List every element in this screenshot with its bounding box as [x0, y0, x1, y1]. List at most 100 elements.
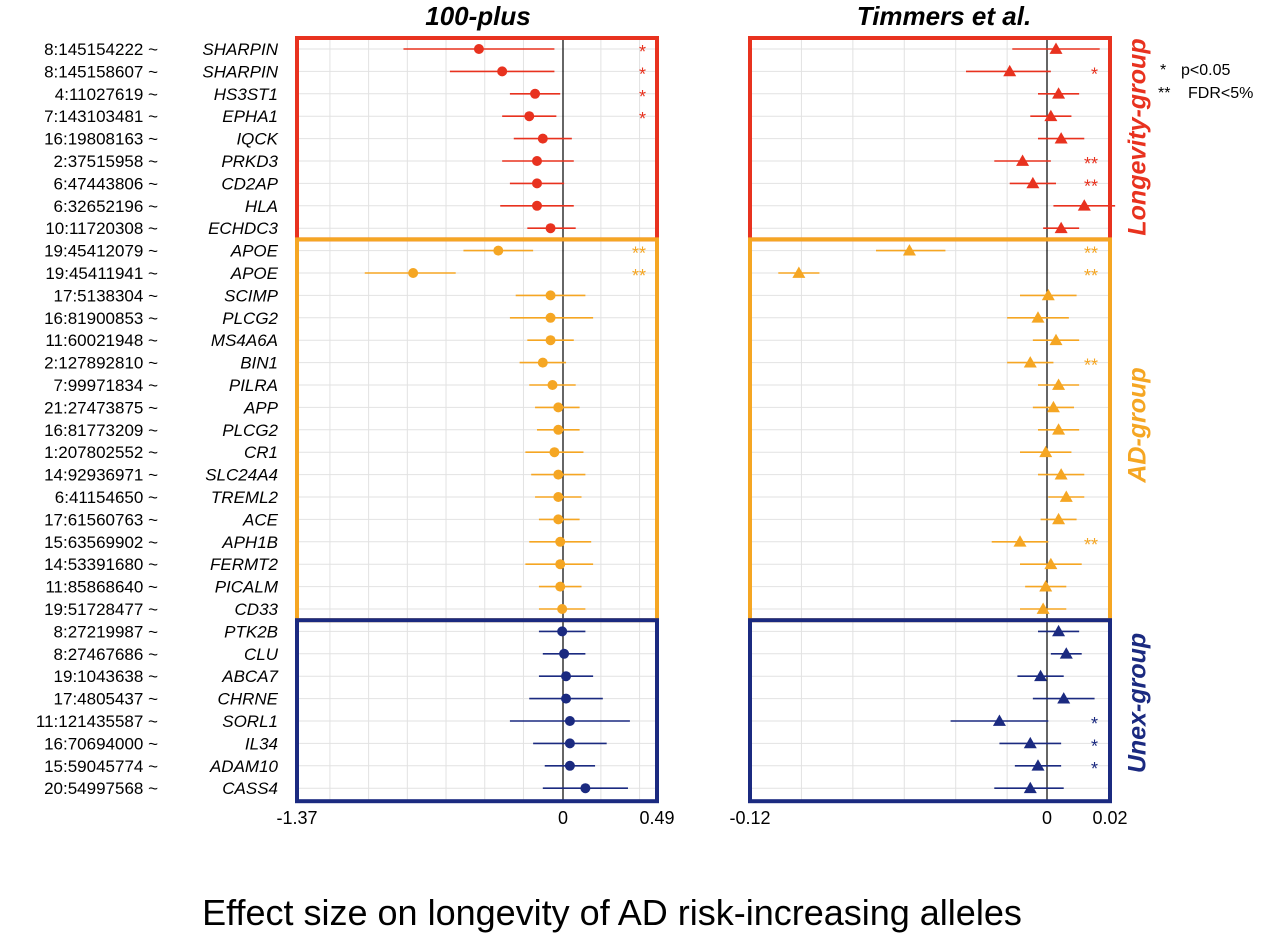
effect-estimate-point [532, 178, 542, 189]
snp-label: 10:11720308 ~ [45, 219, 158, 238]
legend-label-1: p<0.05 [1181, 62, 1230, 79]
significance-marker: * [639, 109, 646, 129]
effect-estimate-point [473, 44, 484, 54]
x-tick-label: -0.12 [729, 808, 770, 828]
effect-estimate-point [555, 559, 566, 570]
gene-label: PILRA [229, 376, 278, 395]
snp-label: 11:60021948 ~ [45, 331, 158, 350]
effect-estimate-point [1059, 647, 1073, 659]
effect-estimate-point [537, 133, 548, 144]
effect-estimate-point [1054, 468, 1068, 480]
significance-marker: * [639, 64, 646, 84]
gene-label: PLCG2 [222, 421, 278, 440]
effect-estimate-point [408, 268, 419, 278]
effect-estimate-point [557, 604, 568, 614]
effect-estimate-point [1036, 602, 1050, 614]
effect-estimate-point [537, 357, 548, 368]
significance-marker: * [639, 87, 646, 107]
gene-label: SORL1 [222, 712, 278, 731]
snp-label: 19:45412079 ~ [44, 242, 158, 261]
gene-label: SCIMP [224, 286, 279, 305]
snp-label: 19:45411941 ~ [45, 264, 158, 283]
effect-estimate-point [545, 335, 556, 346]
effect-estimate-point [1052, 87, 1066, 99]
gene-label: CD33 [235, 600, 279, 619]
legend-label-2: FDR<5% [1188, 85, 1253, 102]
snp-label: 14:53391680 ~ [44, 555, 158, 574]
gene-label: BIN1 [240, 354, 278, 373]
effect-estimate-point [992, 714, 1006, 726]
effect-estimate-point [580, 783, 591, 794]
effect-estimate-point [1013, 535, 1027, 547]
group-label: Unex-group [1124, 633, 1152, 773]
snp-label: 7:143103481 ~ [44, 107, 158, 126]
significance-marker: ** [632, 266, 646, 286]
snp-label: 11:85868640 ~ [45, 578, 158, 597]
gene-label: PICALM [215, 578, 279, 597]
effect-estimate-point [553, 492, 564, 502]
effect-estimate-point [1059, 490, 1073, 502]
snp-label: 8:145154222 ~ [44, 40, 158, 59]
gene-label: ABCA7 [221, 667, 278, 686]
effect-estimate-point [524, 111, 535, 122]
snp-label: 16:70694000 ~ [44, 734, 158, 753]
gene-label: SLC24A4 [205, 466, 278, 485]
snp-label: 1:207802552 ~ [44, 443, 158, 462]
gene-label: PRKD3 [221, 152, 278, 171]
gene-label: PLCG2 [222, 309, 278, 328]
effect-estimate-point [555, 536, 566, 547]
effect-estimate-point [1026, 176, 1040, 189]
gene-label: ADAM10 [209, 757, 279, 776]
significance-marker: ** [1084, 356, 1098, 376]
significance-marker: * [639, 42, 646, 62]
effect-estimate-point [902, 244, 916, 256]
snp-label: 11:121435587 ~ [36, 712, 158, 731]
gene-label: APOE [230, 242, 279, 261]
significance-marker: * [1091, 714, 1098, 734]
effect-estimate-point [532, 200, 542, 211]
snp-label: 8:27219987 ~ [54, 622, 159, 641]
effect-estimate-point [1034, 669, 1048, 682]
significance-marker: ** [632, 244, 646, 264]
snp-label: 6:41154650 ~ [55, 488, 158, 507]
gene-label: ACE [242, 510, 279, 529]
snp-label: 17:4805437 ~ [54, 690, 159, 709]
effect-estimate-point [564, 738, 575, 749]
effect-estimate-point [561, 693, 572, 704]
x-tick-label: -1.37 [276, 808, 317, 828]
significance-marker: * [1091, 759, 1098, 779]
gene-label: APH1B [221, 533, 278, 552]
x-tick-label: 0.49 [639, 808, 674, 828]
snp-label: 7:99971834 ~ [54, 376, 159, 395]
gene-label: HS3ST1 [214, 85, 278, 104]
effect-estimate-point [553, 424, 564, 435]
effect-estimate-point [1054, 132, 1068, 144]
group-frame [295, 618, 659, 804]
gene-label: CD2AP [221, 174, 278, 193]
gene-label: CHRNE [218, 690, 279, 709]
effect-estimate-point [1031, 311, 1045, 323]
snp-label: 6:47443806 ~ [54, 174, 159, 193]
effect-estimate-point [1041, 288, 1055, 301]
effect-estimate-point [1052, 423, 1066, 435]
gene-label: FERMT2 [210, 555, 279, 574]
panel-title-100-plus: 100-plus [425, 1, 531, 31]
effect-estimate-point [564, 760, 575, 771]
significance-marker: ** [1084, 154, 1098, 174]
gene-label: IQCK [236, 130, 278, 149]
snp-label: 2:37515958 ~ [54, 152, 159, 171]
significance-legend: * p<0.05 ** FDR<5% [1158, 62, 1253, 102]
effect-estimate-point [557, 626, 568, 637]
effect-estimate-point [1046, 400, 1060, 413]
snp-label: 14:92936971 ~ [44, 466, 158, 485]
effect-estimate-point [1016, 154, 1030, 166]
effect-estimate-point [545, 223, 556, 234]
gene-label: SHARPIN [202, 40, 278, 59]
gene-label: HLA [245, 197, 278, 216]
effect-estimate-point [1049, 42, 1063, 54]
significance-marker: ** [1084, 244, 1098, 264]
effect-estimate-point [493, 245, 504, 256]
effect-estimate-point [1057, 692, 1071, 704]
effect-estimate-point [549, 447, 560, 458]
